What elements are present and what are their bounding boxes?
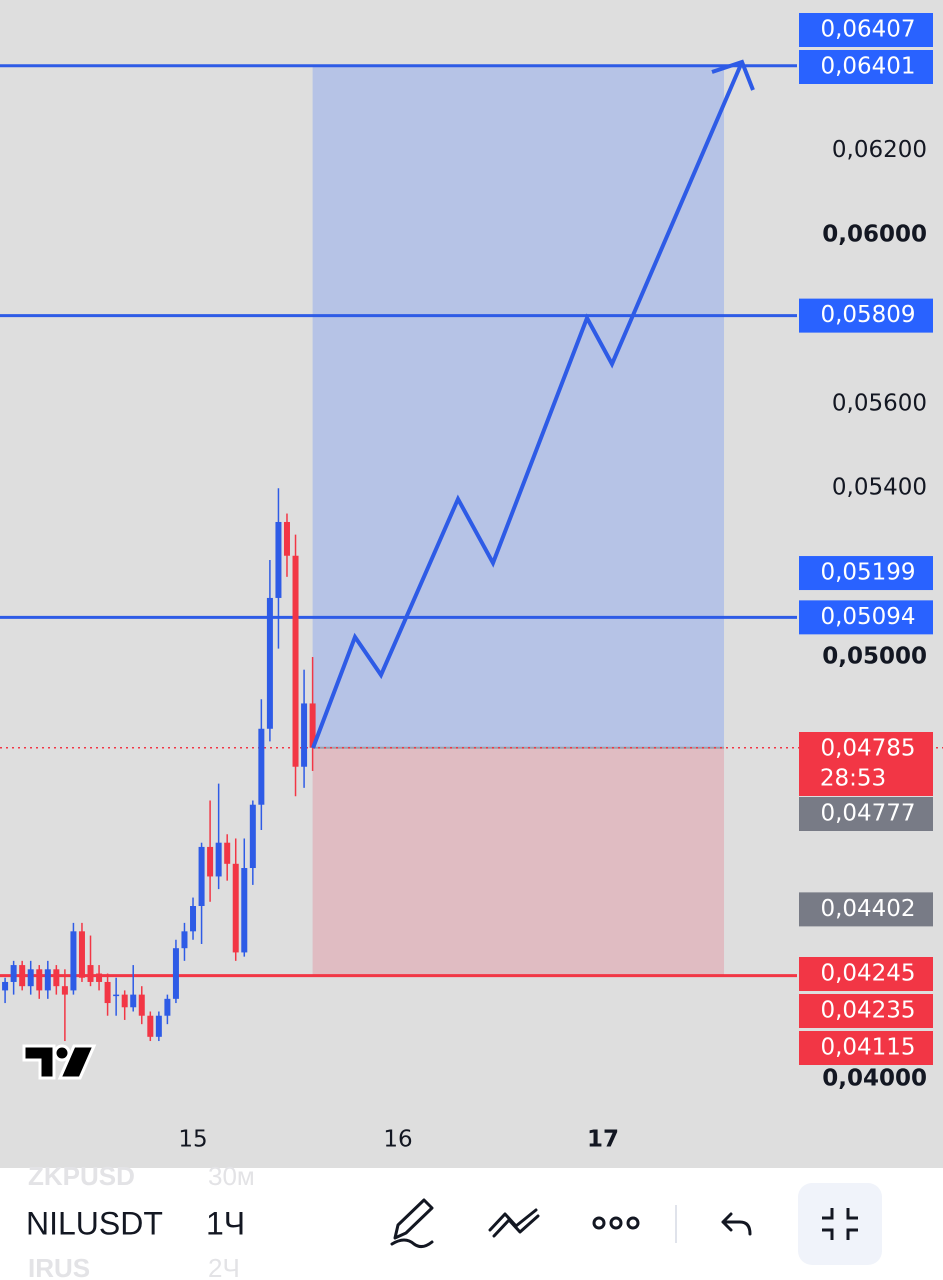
candle-body [2, 981, 9, 991]
candle-body [138, 994, 145, 1016]
y-tick-label: 0,05000 [822, 644, 927, 670]
candle-body [172, 948, 179, 999]
price-label: 0,06407 [820, 17, 915, 43]
candle-body [27, 969, 34, 987]
price-label: 0,04115 [820, 1035, 915, 1061]
candle-body [10, 965, 17, 982]
price-label: 0,04235 [820, 998, 915, 1024]
price-label-box [799, 556, 933, 591]
candle-body [87, 965, 94, 982]
candle-body [104, 981, 111, 1004]
undo-icon[interactable] [721, 1212, 752, 1236]
candle-body [53, 969, 60, 987]
y-tick-label: 0,05400 [832, 475, 927, 501]
price-label-box [799, 957, 933, 991]
price-label: 0,04777 [820, 801, 915, 827]
price-label-box [799, 892, 933, 927]
candle-body [147, 1015, 154, 1037]
candle-body [207, 846, 214, 877]
y-tick-label: 0,05600 [832, 390, 927, 416]
y-tick-label: 0,04000 [822, 1066, 927, 1092]
candle-body [190, 906, 197, 932]
more-dot[interactable] [609, 1216, 623, 1230]
collapse-button[interactable] [798, 1183, 882, 1265]
plot-area [0, 64, 943, 1042]
next-interval[interactable]: 2Ч [208, 1253, 240, 1280]
interval[interactable]: 1Ч [206, 1205, 245, 1241]
candle-body [292, 555, 299, 767]
price-label-box [799, 1031, 933, 1065]
position-loss-zone [312, 747, 725, 976]
candle-body [215, 842, 222, 877]
toolbar [0, 1168, 943, 1280]
candle-body [275, 521, 282, 598]
candle-body [155, 1015, 162, 1037]
trend-tool-icon[interactable] [488, 1208, 540, 1238]
candle-body [249, 804, 256, 869]
candle-body [130, 994, 137, 1008]
candle-body [121, 994, 128, 1008]
candle-body [224, 842, 231, 864]
candle-body [283, 521, 290, 556]
candle-body [36, 969, 43, 991]
candle-body [96, 973, 103, 982]
more-dot[interactable] [626, 1216, 640, 1230]
x-tick-label: 17 [587, 1127, 619, 1153]
candle-body [70, 931, 77, 991]
price-label-box [799, 732, 933, 796]
price-label: 0,04402 [820, 896, 915, 922]
price-label: 0,04785 [820, 736, 915, 762]
price-label: 0,06401 [820, 54, 915, 80]
fade [164, 1168, 174, 1280]
tradingview-logo [22, 1044, 97, 1080]
price-axis: 15 16 17 0,06200 0,06000 0,05600 0,05400 0,0500… [178, 13, 933, 1153]
candle-body [164, 998, 171, 1016]
price-label-box [799, 994, 933, 1028]
y-tick-label: 0,06200 [832, 137, 927, 163]
price-label-box [799, 50, 933, 84]
y-tick-label: 0,06000 [822, 222, 927, 248]
candle-body [232, 863, 239, 953]
symbol[interactable]: NILUSDT [26, 1205, 163, 1241]
candle-body [198, 846, 205, 906]
collapse-icon [822, 1208, 858, 1240]
draw-tool-icon[interactable] [390, 1198, 434, 1249]
prev-symbol[interactable]: ZKPUSD [28, 1161, 135, 1191]
price-label: 0,04245 [820, 961, 915, 987]
position-profit-zone [312, 65, 725, 748]
price-label: 0,05809 [820, 302, 915, 328]
prev-interval[interactable]: 30м [208, 1161, 255, 1191]
price-label: 0,05199 [820, 560, 915, 586]
next-symbol[interactable]: IRUS [28, 1253, 90, 1280]
price-label-box [799, 298, 933, 333]
candle-body [44, 969, 51, 991]
x-tick-label: 15 [178, 1127, 207, 1153]
forecast-arrow-head [711, 59, 755, 91]
x-tick-label: 16 [383, 1127, 412, 1153]
price-label: 0,05094 [820, 604, 915, 630]
price-label-box [799, 13, 933, 47]
candle-body [309, 703, 316, 748]
forecast-path [311, 61, 744, 749]
candle-body [61, 986, 68, 995]
price-label-box [799, 797, 933, 831]
more-dot[interactable] [592, 1216, 606, 1230]
candle-body [266, 597, 273, 729]
candle-body [78, 931, 85, 978]
candle-body [301, 703, 308, 767]
candle-body [181, 931, 188, 949]
candle-body [19, 965, 26, 987]
countdown: 28:53 [820, 766, 886, 792]
candle-body [258, 728, 265, 805]
candle-body [241, 868, 248, 953]
price-label-box [799, 600, 933, 635]
candle-body [113, 994, 120, 997]
